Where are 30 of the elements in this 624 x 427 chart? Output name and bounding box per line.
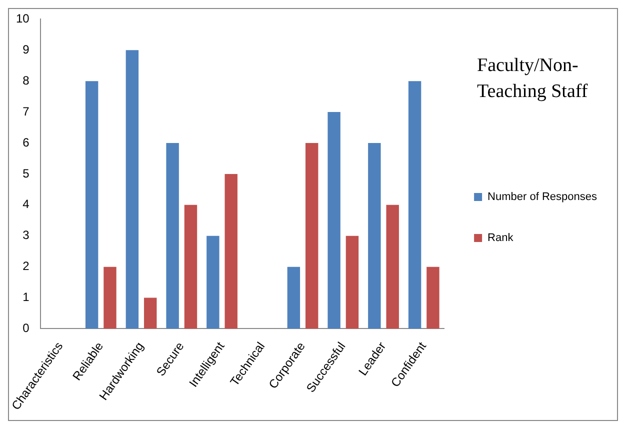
bar — [144, 298, 157, 329]
text: Faculty/Non-Teaching Staff — [477, 54, 589, 104]
bar — [166, 143, 179, 329]
bar — [287, 266, 300, 329]
bar — [126, 50, 139, 329]
y-tick-label: 0 — [22, 321, 30, 336]
y-tick-label: 9 — [22, 42, 30, 56]
y-tick-label: 3 — [22, 228, 30, 242]
y-tick-label: 5 — [22, 166, 30, 180]
legend-label: Rank — [488, 232, 514, 244]
legend-label: Number of Responses — [488, 191, 598, 204]
y-tick-label: 10 — [16, 12, 30, 26]
bar — [426, 266, 440, 329]
bar — [305, 143, 318, 329]
y-tick-label: 4 — [22, 197, 30, 212]
bar — [368, 143, 381, 329]
y-tick-label: 7 — [22, 104, 30, 118]
bar — [224, 174, 238, 329]
y-tick-label: 8 — [22, 73, 30, 88]
bar — [85, 81, 98, 329]
bar — [328, 112, 340, 329]
bar — [346, 236, 359, 329]
bar — [386, 204, 399, 329]
bar — [408, 81, 422, 329]
bar — [206, 236, 220, 329]
y-tick-label: 1 — [22, 290, 30, 304]
bar — [104, 266, 116, 329]
bar — [184, 204, 198, 329]
y-tick-label: 6 — [22, 135, 30, 150]
y-tick-label: 2 — [22, 259, 30, 274]
